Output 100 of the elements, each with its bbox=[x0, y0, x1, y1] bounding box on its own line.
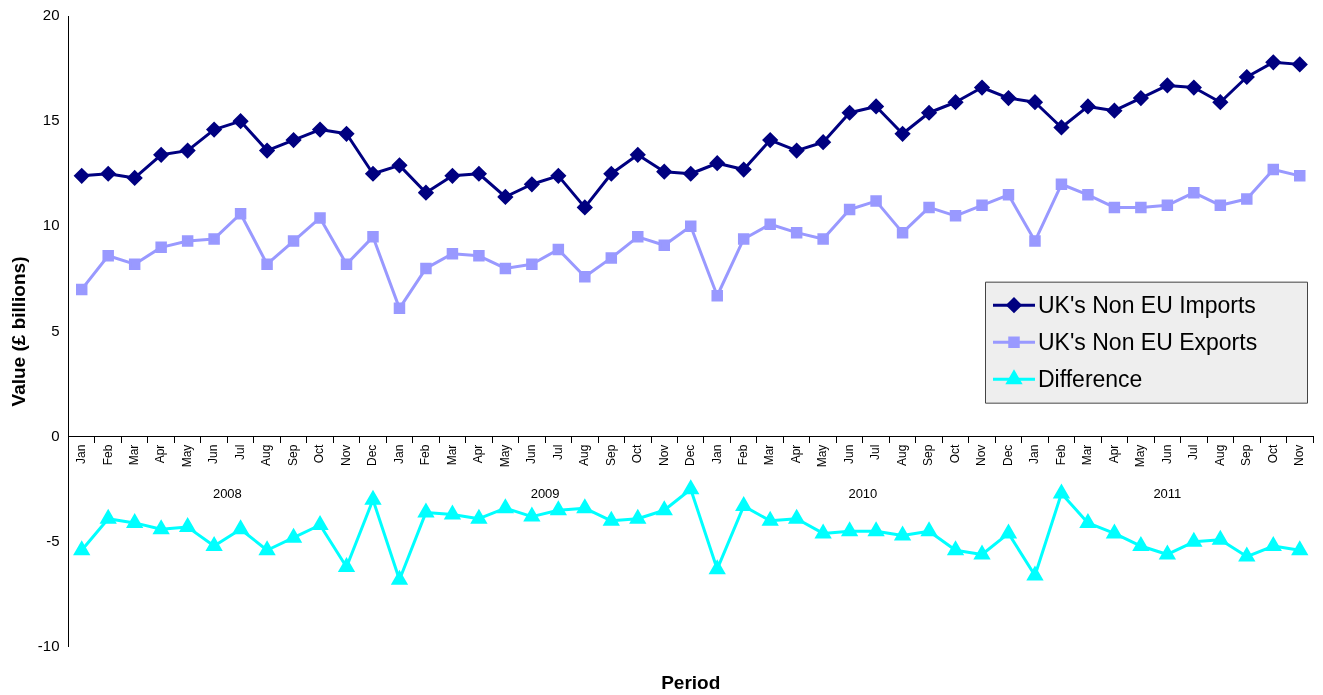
x-tick-label: Feb bbox=[1053, 444, 1068, 466]
x-tick-label: Sep bbox=[285, 444, 300, 467]
x-tick-label: May bbox=[497, 444, 512, 468]
point bbox=[789, 510, 805, 524]
point bbox=[153, 147, 169, 163]
point bbox=[1000, 524, 1017, 539]
point bbox=[1027, 566, 1043, 581]
point bbox=[577, 499, 593, 514]
annotation: 2008 bbox=[212, 486, 242, 502]
point bbox=[709, 560, 725, 575]
point bbox=[1265, 537, 1281, 552]
point bbox=[947, 541, 964, 556]
x-tick-label: Jul bbox=[868, 444, 883, 461]
point bbox=[127, 514, 143, 528]
point bbox=[579, 271, 591, 283]
x-tick-label: May bbox=[1133, 444, 1148, 468]
point bbox=[656, 164, 672, 180]
x-tick-label: Apr bbox=[471, 444, 486, 464]
point bbox=[287, 235, 300, 247]
point bbox=[1265, 54, 1281, 70]
point bbox=[1294, 170, 1306, 182]
point bbox=[656, 501, 672, 516]
point bbox=[658, 239, 670, 252]
point bbox=[711, 290, 723, 302]
point bbox=[1159, 545, 1175, 560]
x-tick-label: Sep bbox=[1239, 444, 1254, 467]
point bbox=[444, 168, 460, 184]
y-tick-label: 15 bbox=[42, 111, 60, 129]
point bbox=[1186, 533, 1202, 547]
point bbox=[312, 516, 328, 531]
point bbox=[1159, 77, 1175, 93]
point bbox=[233, 520, 249, 535]
point bbox=[74, 168, 90, 184]
x-tick-label: Aug bbox=[894, 444, 909, 467]
y-tick-label: 5 bbox=[51, 321, 60, 339]
point bbox=[895, 527, 911, 541]
point bbox=[391, 571, 408, 585]
x-tick-label: May bbox=[815, 444, 830, 468]
point bbox=[552, 243, 565, 256]
x-tick-label: Aug bbox=[259, 444, 274, 467]
point bbox=[976, 199, 988, 212]
point bbox=[921, 105, 937, 121]
x-tick-label: Apr bbox=[153, 444, 168, 464]
point bbox=[420, 262, 432, 275]
x-tick-label: Nov bbox=[656, 444, 671, 467]
point bbox=[100, 510, 116, 524]
point bbox=[180, 143, 196, 159]
point bbox=[1239, 548, 1255, 562]
x-tick-label: Jun bbox=[841, 444, 856, 465]
point bbox=[233, 113, 249, 129]
point bbox=[180, 518, 196, 533]
point bbox=[1080, 514, 1096, 528]
point bbox=[870, 195, 882, 207]
point bbox=[550, 501, 566, 516]
point bbox=[181, 235, 194, 247]
point bbox=[75, 283, 88, 296]
point bbox=[948, 94, 964, 110]
point bbox=[312, 122, 328, 138]
point bbox=[764, 218, 776, 230]
x-tick-label: Jul bbox=[232, 444, 247, 461]
point bbox=[603, 512, 619, 526]
x-tick-label: Jan bbox=[709, 444, 724, 465]
point bbox=[497, 189, 513, 205]
point bbox=[1029, 235, 1041, 247]
point bbox=[949, 210, 962, 222]
point bbox=[1133, 537, 1149, 552]
point bbox=[391, 157, 407, 173]
point bbox=[1214, 199, 1227, 212]
point bbox=[155, 241, 167, 254]
x-tick-label: Oct bbox=[630, 444, 645, 464]
point bbox=[234, 207, 247, 220]
x-tick-label: Jul bbox=[1186, 444, 1201, 461]
x-tick-label: Oct bbox=[312, 444, 327, 464]
point bbox=[683, 166, 699, 182]
point bbox=[100, 166, 116, 182]
point bbox=[208, 233, 220, 245]
x-tick-label: Jun bbox=[1159, 444, 1174, 465]
x-tick-label: May bbox=[179, 444, 194, 468]
point bbox=[685, 220, 697, 233]
x-tick-label: Sep bbox=[921, 444, 936, 467]
x-tick-label: Feb bbox=[418, 444, 433, 466]
point bbox=[1106, 524, 1122, 539]
point bbox=[1188, 186, 1200, 199]
point bbox=[789, 143, 805, 159]
point bbox=[815, 134, 831, 150]
y-tick-label: 20 bbox=[42, 6, 60, 24]
point bbox=[1106, 103, 1122, 119]
point bbox=[444, 505, 460, 520]
point bbox=[603, 166, 619, 182]
y-axis-title: Value (£ billions) bbox=[7, 256, 29, 407]
x-tick-label: Jan bbox=[74, 444, 89, 465]
point bbox=[923, 201, 935, 214]
point bbox=[393, 302, 406, 315]
point bbox=[102, 250, 114, 262]
x-tick-label: Jan bbox=[391, 444, 406, 465]
point bbox=[286, 132, 302, 148]
point bbox=[1002, 189, 1015, 201]
point bbox=[1080, 98, 1096, 114]
point bbox=[339, 126, 355, 142]
point bbox=[526, 258, 538, 270]
